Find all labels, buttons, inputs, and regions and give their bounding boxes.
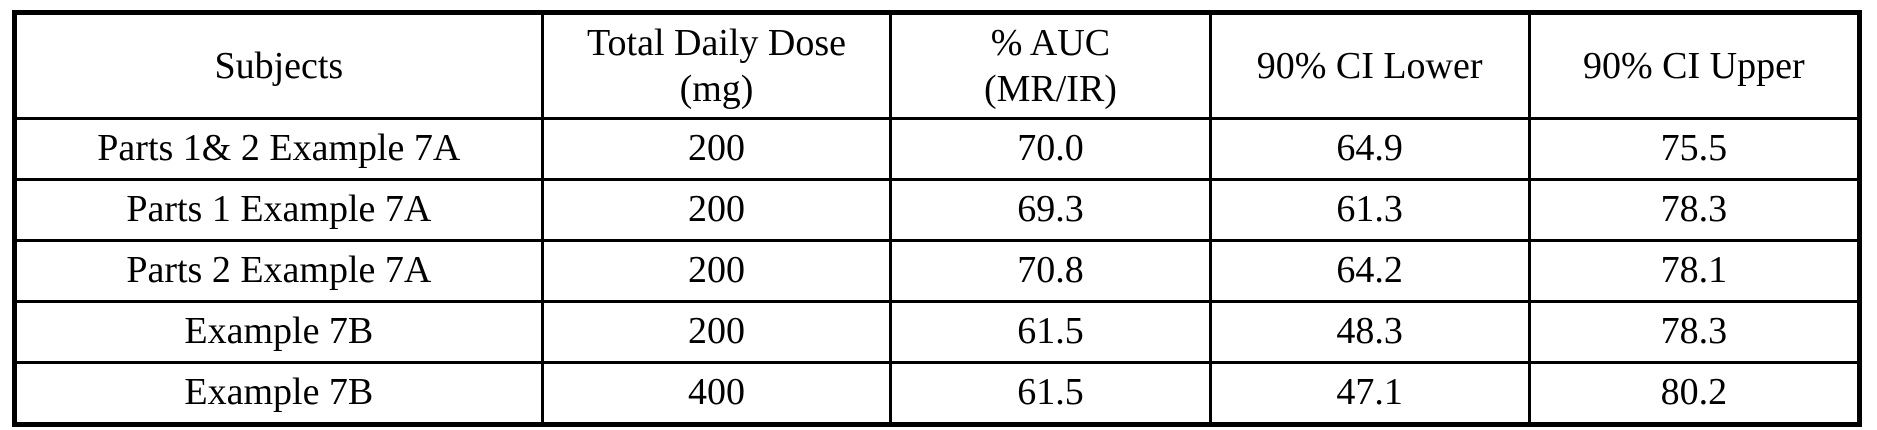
cell-auc: 70.0 — [889, 117, 1212, 181]
cell-ci-lower: 64.2 — [1208, 239, 1531, 303]
cell-ci-lower: 64.9 — [1208, 117, 1531, 181]
cell-auc: 70.8 — [889, 239, 1212, 303]
cell-ci-lower: 48.3 — [1208, 300, 1531, 364]
cell-auc: 61.5 — [889, 300, 1212, 364]
cell-subjects: Parts 1& 2 Example 7A — [13, 117, 544, 181]
cell-ci-upper: 80.2 — [1527, 361, 1862, 426]
cell-auc: 69.3 — [889, 178, 1212, 242]
header-cell-subjects: Subjects — [13, 11, 544, 120]
cell-ci-upper: 78.3 — [1527, 300, 1862, 364]
table-row: Example 7B 400 61.5 47.1 80.2 — [13, 361, 1862, 426]
table-row: Parts 1& 2 Example 7A 200 70.0 64.9 75.5 — [13, 117, 1862, 181]
cell-ci-upper: 78.1 — [1527, 239, 1862, 303]
cell-ci-upper: 75.5 — [1527, 117, 1862, 181]
cell-subjects: Parts 1 Example 7A — [13, 178, 544, 242]
table-row: Example 7B 200 61.5 48.3 78.3 — [13, 300, 1862, 364]
cell-auc: 61.5 — [889, 361, 1212, 426]
cell-ci-lower: 61.3 — [1208, 178, 1531, 242]
cell-dose: 200 — [540, 239, 893, 303]
cell-ci-upper: 78.3 — [1527, 178, 1862, 242]
cell-subjects: Example 7B — [13, 300, 544, 364]
results-table: Subjects Total Daily Dose (mg) % AUC (MR… — [12, 10, 1862, 427]
table-row: Parts 2 Example 7A 200 70.8 64.2 78.1 — [13, 239, 1862, 303]
header-row: Subjects Total Daily Dose (mg) % AUC (MR… — [13, 11, 1862, 120]
header-cell-auc: % AUC (MR/IR) — [889, 11, 1212, 120]
cell-subjects: Example 7B — [13, 361, 544, 426]
header-cell-dose: Total Daily Dose (mg) — [540, 11, 893, 120]
cell-dose: 200 — [540, 117, 893, 181]
cell-ci-lower: 47.1 — [1208, 361, 1531, 426]
cell-dose: 200 — [540, 178, 893, 242]
cell-dose: 200 — [540, 300, 893, 364]
table-row: Parts 1 Example 7A 200 69.3 61.3 78.3 — [13, 178, 1862, 242]
header-cell-ci-lower: 90% CI Lower — [1208, 11, 1531, 120]
cell-subjects: Parts 2 Example 7A — [13, 239, 544, 303]
cell-dose: 400 — [540, 361, 893, 426]
header-cell-ci-upper: 90% CI Upper — [1527, 11, 1862, 120]
